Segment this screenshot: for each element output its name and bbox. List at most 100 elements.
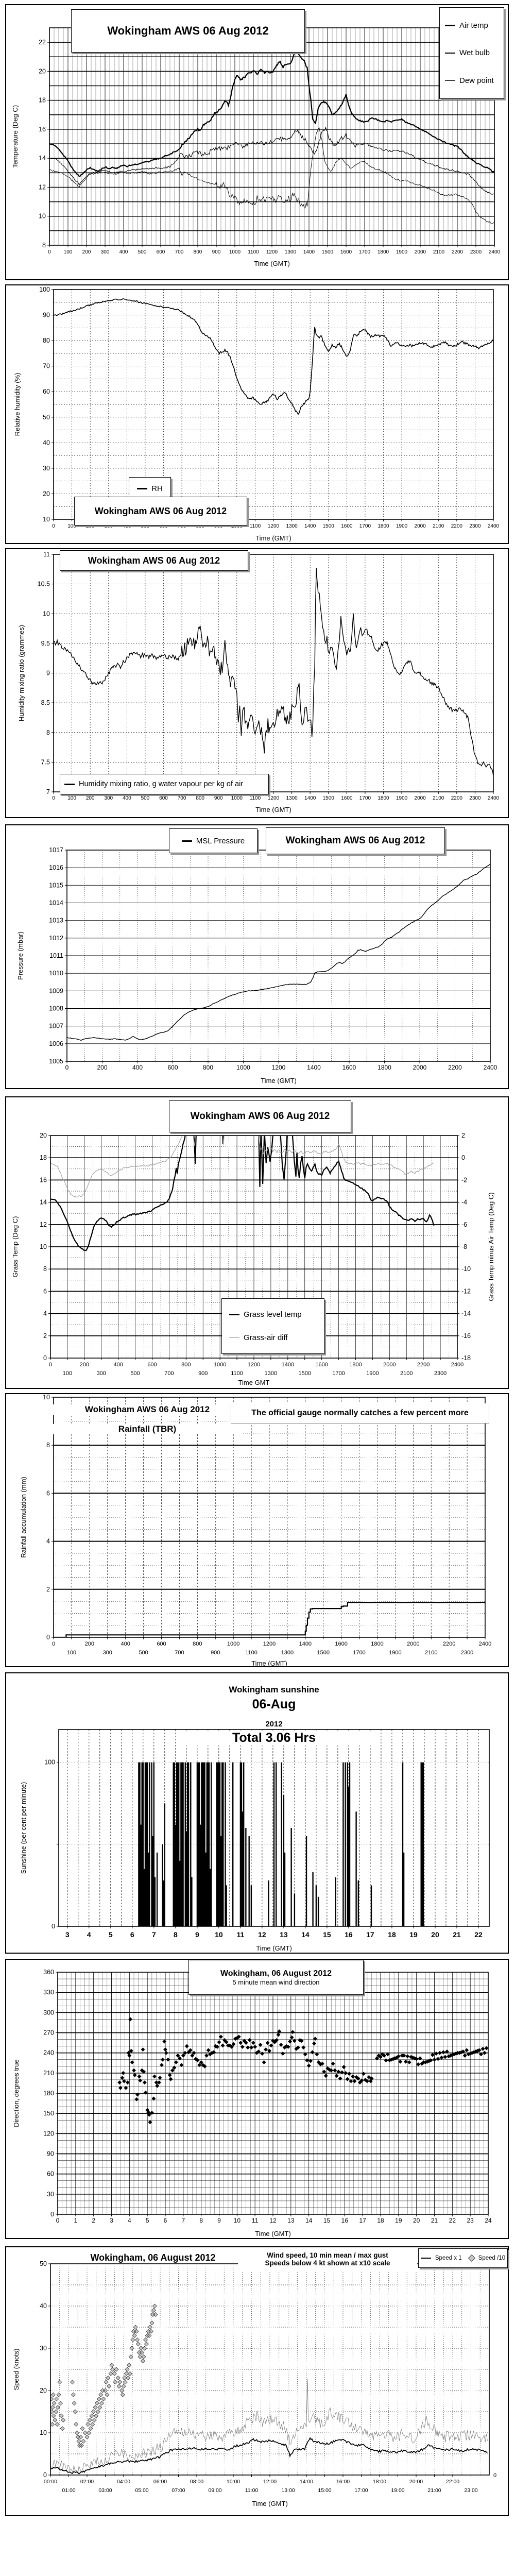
grass-legend: Grass level temp Grass-air diff	[221, 1298, 324, 1354]
svg-text:10: 10	[215, 1930, 223, 1939]
svg-text:500: 500	[141, 795, 150, 801]
msl-pressure-line-icon	[181, 840, 192, 842]
svg-text:200: 200	[82, 249, 91, 255]
svg-text:500: 500	[138, 249, 147, 255]
chart-title-box: Wokingham, 06 August 2012 5 minute mean …	[188, 1960, 364, 1995]
svg-text:1100: 1100	[231, 1370, 243, 1377]
svg-text:1600: 1600	[315, 1362, 328, 1368]
svg-text:200: 200	[97, 1064, 107, 1071]
svg-text:1007: 1007	[49, 1023, 63, 1030]
wet-bulb-line-icon	[445, 52, 455, 54]
svg-text:6: 6	[46, 1489, 50, 1497]
svg-text:1500: 1500	[323, 523, 335, 529]
svg-text:1700: 1700	[332, 1370, 345, 1377]
svg-text:16:00: 16:00	[336, 2479, 350, 2485]
svg-text:0: 0	[52, 523, 55, 529]
svg-text:Direction, degrees true: Direction, degrees true	[12, 2059, 20, 2127]
mixing-ratio-plot: 0 100 200 300 400 500 600 700 800 900 1000 1100 1200…	[5, 548, 509, 818]
chart-rainfall-panel: 0 100 200 300 400 500 600 700 800 900 1000 1100 1200…	[5, 1393, 509, 1667]
svg-text:6: 6	[130, 1930, 134, 1939]
svg-text:8.5: 8.5	[41, 699, 50, 706]
svg-text:1400: 1400	[282, 1362, 294, 1368]
svg-text:09:00: 09:00	[208, 2487, 221, 2494]
svg-text:4: 4	[46, 1538, 50, 1545]
svg-text:2200: 2200	[452, 249, 464, 255]
svg-text:Temperature (Deg C): Temperature (Deg C)	[11, 105, 19, 168]
svg-text:11: 11	[236, 1930, 244, 1939]
legend-label: Humidity mixing ratio, g water vapour pe…	[79, 780, 244, 788]
legend-item: RH	[137, 484, 163, 493]
svg-text:100: 100	[63, 1370, 72, 1377]
svg-text:8: 8	[43, 1265, 47, 1273]
svg-text:1400: 1400	[304, 523, 316, 529]
svg-text:1800: 1800	[377, 1064, 391, 1071]
svg-text:600: 600	[159, 523, 168, 529]
svg-text:6: 6	[164, 2217, 167, 2224]
svg-text:7: 7	[181, 2217, 185, 2224]
svg-text:22: 22	[449, 2217, 456, 2224]
svg-text:3: 3	[65, 1930, 70, 1939]
svg-text:16: 16	[40, 1176, 47, 1183]
svg-text:4: 4	[128, 2217, 131, 2224]
mixing-ratio-legend: Humidity mixing ratio, g water vapour pe…	[60, 774, 269, 794]
gauge-note: The official gauge normally catches a fe…	[231, 1403, 489, 1423]
svg-text:Time (GMT): Time (GMT)	[255, 2230, 291, 2238]
legend-label: Grass-air diff	[244, 1333, 288, 1342]
svg-text:0: 0	[48, 249, 51, 255]
svg-text:5: 5	[146, 2217, 149, 2224]
svg-text:200: 200	[80, 1362, 89, 1368]
svg-text:1000: 1000	[214, 1362, 226, 1368]
chart-date: 06-Aug	[176, 1697, 372, 1712]
svg-text:100: 100	[67, 1650, 76, 1656]
svg-text:Time (GMT): Time (GMT)	[252, 2500, 288, 2507]
speed-x1-line-icon	[420, 2258, 431, 2259]
svg-text:1800: 1800	[377, 249, 389, 255]
svg-text:15: 15	[323, 1930, 331, 1939]
svg-text:-12: -12	[461, 1287, 471, 1295]
legend-item: MSL Pressure	[181, 837, 245, 845]
svg-text:240: 240	[43, 2049, 54, 2057]
svg-text:1400: 1400	[307, 1064, 321, 1071]
svg-text:2: 2	[46, 1586, 50, 1593]
svg-text:02:00: 02:00	[80, 2479, 94, 2485]
svg-text:200: 200	[86, 523, 95, 529]
chart-title: Wokingham AWS 06 Aug 2012	[107, 24, 269, 37]
rh-line-icon	[137, 487, 148, 489]
chart-title-box: Wokingham AWS 06 Aug 2012	[74, 497, 247, 526]
svg-text:2400: 2400	[451, 1362, 464, 1368]
chart-wind-speed-panel: 00:00 01:00 02:00 03:00 04:00 05:00 06:00 07:00…	[5, 2246, 509, 2516]
svg-text:1800: 1800	[377, 523, 389, 529]
chart-title: Wokingham AWS 06 Aug 2012	[285, 835, 425, 846]
humidity-plot: 0 100 200 300 400 500 600 700 800 900 1000 1100 1200…	[5, 284, 509, 544]
svg-text:12: 12	[39, 183, 46, 191]
svg-text:3: 3	[110, 2217, 113, 2224]
wind-speed-note-line1: Wind speed, 10 min mean / max gust	[267, 2251, 388, 2259]
svg-text:40: 40	[40, 2302, 47, 2310]
svg-text:10: 10	[43, 516, 50, 523]
svg-text:20: 20	[413, 2217, 420, 2224]
temperature-legend: Air temp Wet bulb Dew point	[439, 7, 504, 99]
svg-text:1100: 1100	[245, 1650, 258, 1656]
svg-text:Time (GMT): Time (GMT)	[256, 1944, 292, 1952]
dew-point-line-icon	[445, 80, 455, 81]
svg-text:1009: 1009	[49, 987, 63, 994]
svg-text:500: 500	[141, 523, 150, 529]
svg-text:200: 200	[85, 1641, 94, 1647]
svg-text:05:00: 05:00	[135, 2487, 148, 2494]
svg-text:1: 1	[74, 2217, 77, 2224]
legend-label: Grass level temp	[244, 1310, 302, 1319]
svg-text:2: 2	[461, 1132, 465, 1139]
svg-text:800: 800	[193, 1641, 202, 1647]
svg-text:2300: 2300	[469, 523, 481, 529]
svg-text:17: 17	[366, 1930, 374, 1939]
svg-text:12: 12	[258, 1930, 266, 1939]
svg-text:14: 14	[301, 1930, 310, 1939]
svg-text:1500: 1500	[299, 1370, 311, 1377]
svg-text:0: 0	[50, 2211, 54, 2218]
sunshine-plot: 3 4 5 6 7 8 9 10 11 12 13 14 15 16 17 18 19 20 21 22 0 100 Tim…	[5, 1672, 509, 1954]
svg-text:80: 80	[43, 337, 50, 344]
svg-text:1010: 1010	[49, 970, 63, 977]
svg-text:1200: 1200	[263, 1641, 276, 1647]
svg-text:Time (GMT): Time (GMT)	[255, 806, 291, 814]
wind-speed-note-line2: Speeds below 4 kt shown at x10 scale	[265, 2259, 390, 2267]
